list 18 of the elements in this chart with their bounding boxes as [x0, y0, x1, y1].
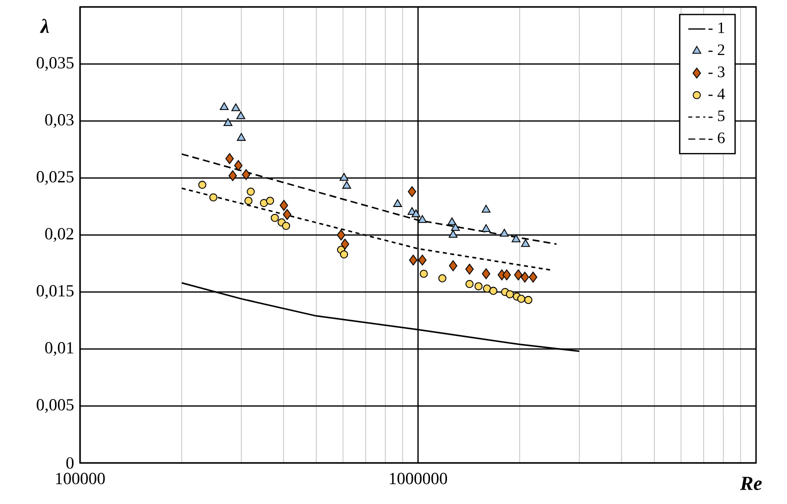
legend-label: - 1: [708, 22, 724, 33]
y-tick-label: 0,02: [45, 228, 74, 242]
y-tick-label: 0,01: [45, 342, 74, 356]
legend-label: - 3: [708, 66, 724, 78]
y-tick-label: 0,015: [36, 285, 74, 299]
y-tick-label: 0,005: [36, 399, 74, 413]
x-tick-label: 100000: [56, 472, 105, 484]
y-tick-label: 0,035: [36, 57, 74, 71]
legend-label: - 6: [708, 132, 725, 144]
y-tick-label: 0,025: [36, 171, 74, 185]
y-axis-title: λ: [40, 18, 49, 33]
x-axis-title: Re: [740, 476, 762, 490]
legend-label: - 2: [708, 44, 724, 56]
x-tick-label: 1000000: [390, 472, 448, 484]
legend-label: - 4: [708, 88, 725, 100]
y-tick-label: 0,03: [45, 114, 74, 128]
y-tick-label: 0: [66, 457, 74, 469]
legend-label: - 5: [708, 110, 724, 122]
